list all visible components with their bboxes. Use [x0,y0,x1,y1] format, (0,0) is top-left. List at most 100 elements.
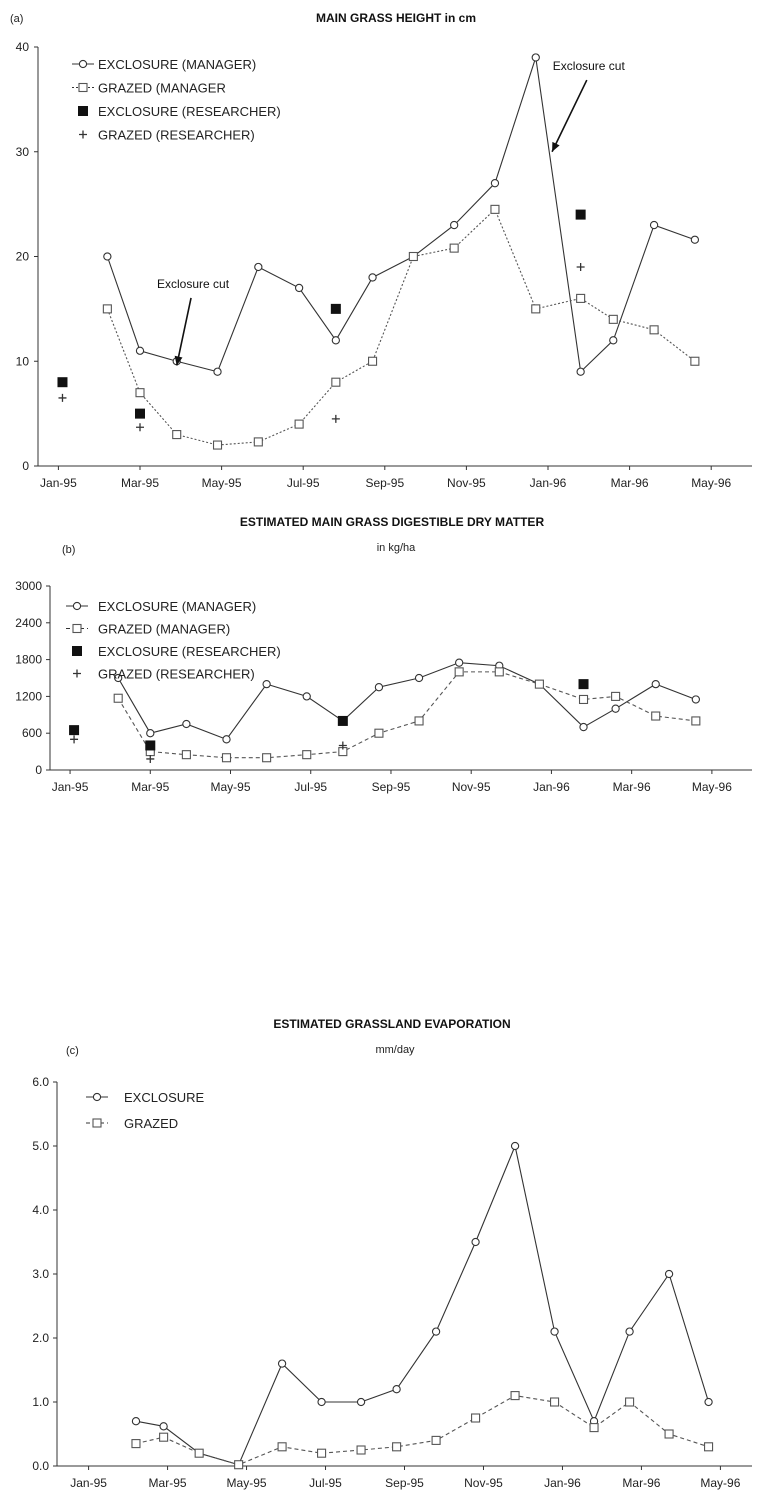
legend-c: EXCLOSURE GRAZED [86,1090,205,1131]
data-point-b-0 [182,719,191,729]
data-point-c-0 [131,1417,141,1426]
data-point-a-1 [294,419,304,429]
data-point-c-0 [159,1422,168,1431]
data-point-c-0 [356,1397,366,1407]
data-point-a-2 [330,303,341,314]
data-point-c-1 [664,1429,674,1439]
legend-sample-b-0-marker [72,601,82,611]
x-tick-label-a: Jul-95 [287,476,320,490]
data-point-a-0 [135,346,145,355]
data-point-c-0 [704,1397,713,1407]
legend-label-b-2: EXCLOSURE (RESEARCHER) [98,644,281,659]
data-point-b-0 [374,683,384,692]
x-tick-label-c: May-95 [227,1476,267,1490]
data-point-c-1 [471,1413,481,1423]
data-point-a-3 [331,414,340,423]
x-tick-label-a: Mar-95 [121,476,159,490]
series-b-3 [70,735,347,763]
data-point-b-1 [534,679,544,689]
panel-c-plot: 0.0 1.0 2.0 3.0 4.0 5.0 6.0 Jan-95 Mar-95 May-95 J… [32,1075,752,1490]
legend-sample-a-2-marker [78,106,88,116]
data-point-b-0 [611,704,620,713]
series-line-a-0 [106,57,696,373]
panel-b-plot: 0 600 1200 1800 2400 3000 Jan-95 Mar-95 May-95 Ju… [15,579,752,794]
data-point-a-0 [213,367,222,376]
data-point-b-1 [262,753,272,763]
x-tick-label-c: May-96 [700,1476,740,1490]
data-point-c-1 [317,1448,327,1458]
data-point-a-2 [575,209,586,220]
y-tick-label-c: 0.0 [32,1459,49,1473]
data-point-a-1 [490,204,500,214]
x-tick-label-a: Jan-95 [40,476,77,490]
data-point-a-0 [576,367,585,376]
data-point-c-0 [317,1397,326,1407]
y-tick-label-b: 600 [22,726,42,740]
legend-sample-c-0-marker [92,1092,102,1102]
legend-sample-c-1-marker [92,1118,102,1128]
series-a-2 [57,209,586,419]
data-point-a-1 [690,356,700,366]
y-tick-label-b: 1200 [15,689,42,703]
data-point-b-1 [414,716,424,726]
data-point-a-0 [490,179,500,188]
x-tick-label-b: Mar-96 [613,780,651,794]
data-point-a-1 [649,325,659,335]
data-point-b-2 [145,740,156,751]
data-point-a-3 [576,262,585,271]
data-point-a-1 [135,388,145,398]
data-point-b-0 [114,673,123,683]
y-tick-label-a: 10 [16,354,30,368]
y-tick-label-b: 1800 [15,653,42,667]
legend-sample-b-1-marker [72,623,82,634]
data-point-a-1 [102,304,112,314]
data-point-c-1 [194,1448,204,1458]
series-a-3 [58,262,585,432]
x-tick-label-a: Sep-95 [365,476,404,490]
data-point-b-1 [651,711,661,721]
data-point-a-3 [136,423,144,432]
annotation-text: Exclosure cut [157,277,230,291]
x-tick-label-b: Nov-95 [452,780,491,794]
series-c-0 [131,1141,713,1469]
series-b-2 [69,679,589,751]
data-point-b-1 [221,753,232,763]
data-point-b-0 [414,673,424,683]
data-point-c-1 [589,1423,599,1433]
x-tick-label-c: Mar-96 [622,1476,660,1490]
data-point-c-0 [550,1327,559,1336]
y-tick-label-a: 20 [16,250,30,264]
data-point-a-2 [135,408,145,419]
x-tick-label-c: Mar-95 [149,1476,187,1490]
y-tick-label-a: 0 [22,459,29,473]
data-point-b-1 [454,667,464,677]
y-tick-label-b: 0 [35,763,42,777]
data-point-a-1 [576,293,586,303]
legend-label-a-3: GRAZED (RESEARCHER) [98,128,255,143]
data-point-b-0 [302,692,311,701]
data-point-a-1 [608,314,618,324]
series-b-0 [114,658,700,744]
x-tick-label-b: Jan-96 [533,780,570,794]
panel-a-title: MAIN GRASS HEIGHT in cm [316,11,476,25]
data-point-c-1 [550,1397,560,1407]
data-point-b-0 [455,658,464,667]
legend-sample-a-0-marker [78,59,88,69]
series-c-1 [131,1391,714,1470]
x-tick-label-b: May-96 [692,780,732,794]
panel-c-subtitle: mm/day [375,1044,415,1056]
y-tick-label-c: 1.0 [32,1395,49,1409]
legend-label-a-0: EXCLOSURE (MANAGER) [98,57,256,72]
series-a-0 [103,53,700,376]
data-point-a-1 [449,243,459,253]
data-point-b-1 [691,716,701,726]
data-point-c-1 [356,1445,366,1455]
data-point-c-0 [471,1237,480,1247]
legend-label-a-2: EXCLOSURE (RESEARCHER) [98,104,281,119]
annotation-arrowhead [552,141,560,152]
panel-b: ESTIMATED MAIN GRASS DIGESTIBLE DRY MATT… [15,515,752,794]
data-point-a-0 [450,220,459,230]
annotation-text: Exclosure cut [553,59,626,73]
legend-sample-a-3-marker [79,130,87,139]
